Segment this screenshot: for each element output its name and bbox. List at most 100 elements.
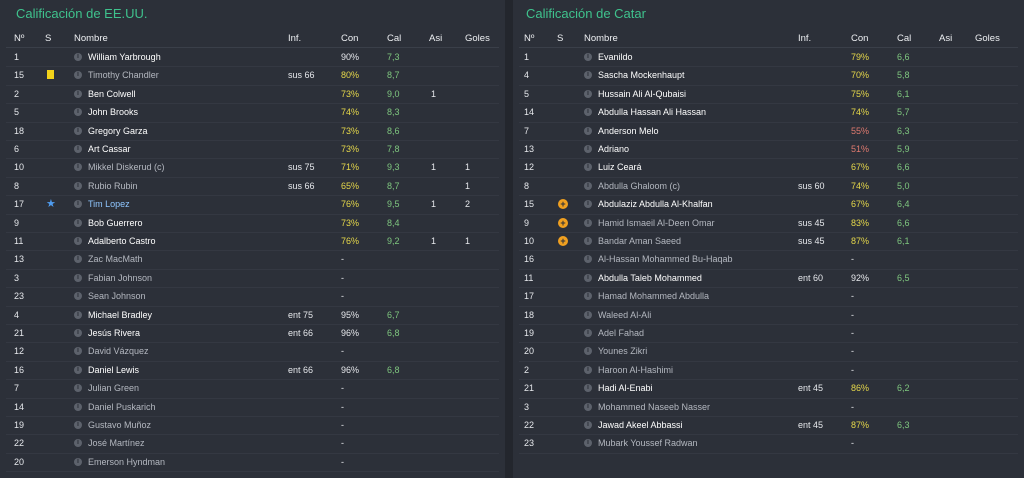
table-row[interactable]: 23 i Mubark Youssef Radwan - xyxy=(519,434,1018,454)
player-name[interactable]: Emerson Hyndman xyxy=(88,456,166,467)
player-name[interactable]: Luiz Ceará xyxy=(598,162,642,173)
table-row[interactable]: 21 i Hadi Al-Enabi ent 45 86% 6,2 xyxy=(519,379,1018,399)
player-name[interactable]: Bandar Aman Saeed xyxy=(598,236,682,246)
table-row[interactable]: 3 i Mohammed Naseeb Nasser - xyxy=(519,398,1018,417)
info-icon[interactable]: i xyxy=(584,53,592,61)
info-icon[interactable]: i xyxy=(74,310,82,319)
table-row[interactable]: 19 i Gustavo Muñoz - xyxy=(6,416,499,436)
player-name[interactable]: Bob Guerrero xyxy=(88,217,143,228)
player-name[interactable]: Adel Fahad xyxy=(598,328,645,338)
player-name[interactable]: Mohammed Naseeb Nasser xyxy=(598,401,711,412)
player-name[interactable]: Anderson Melo xyxy=(598,125,659,136)
col-header-asi[interactable]: Asi xyxy=(939,33,953,44)
player-name[interactable]: Hussain Ali Al-Qubaisi xyxy=(598,88,687,99)
info-icon[interactable]: i xyxy=(74,108,82,117)
info-icon[interactable]: i xyxy=(584,439,592,448)
player-name[interactable]: William Yarbrough xyxy=(88,52,161,62)
info-icon[interactable]: i xyxy=(584,310,592,319)
info-icon[interactable]: i xyxy=(584,421,592,429)
table-row[interactable]: 2 i Haroon Al-Hashimi - xyxy=(519,361,1018,381)
player-name[interactable]: Abdulaziz Abdulla Al-Khalfan xyxy=(598,199,713,210)
info-icon[interactable]: i xyxy=(584,108,592,117)
table-row[interactable]: 12 i Luiz Ceará 67% 6,6 xyxy=(519,158,1018,178)
player-name[interactable]: Fabian Johnson xyxy=(88,272,153,283)
player-name[interactable]: Gregory Garza xyxy=(88,125,148,136)
info-icon[interactable]: i xyxy=(584,89,592,98)
table-row[interactable]: 22 i Jawad Akeel Abbassi ent 45 87% 6,3 xyxy=(519,416,1018,436)
info-icon[interactable]: i xyxy=(74,384,82,393)
col-header-cal[interactable]: Cal xyxy=(897,33,912,44)
col-header-asi[interactable]: Asi xyxy=(429,33,443,44)
player-name[interactable]: Hamid Ismaeil Al-Deen Omar xyxy=(598,217,715,228)
player-name[interactable]: Rubio Rubin xyxy=(88,180,138,191)
info-icon[interactable]: i xyxy=(74,71,82,80)
table-row[interactable]: 18 i Waleed Al-Ali - xyxy=(519,306,1018,325)
player-name[interactable]: John Brooks xyxy=(88,107,139,118)
player-name[interactable]: Abdulla Taleb Mohammed xyxy=(598,272,702,283)
info-icon[interactable]: i xyxy=(74,53,82,61)
table-row[interactable]: 11 i Adalberto Castro 76% 9,2 1 1 xyxy=(6,232,499,252)
info-icon[interactable]: i xyxy=(74,89,82,98)
col-header-status[interactable]: S xyxy=(557,33,564,44)
col-header-number[interactable]: Nº xyxy=(524,33,535,44)
player-name[interactable]: Waleed Al-Ali xyxy=(598,309,652,320)
player-name[interactable]: Al-Hassan Mohammed Bu-Haqab xyxy=(598,254,733,265)
info-icon[interactable]: i xyxy=(74,457,82,466)
info-icon[interactable]: i xyxy=(74,181,82,190)
info-icon[interactable]: i xyxy=(584,218,592,227)
player-name[interactable]: Gustavo Muñoz xyxy=(88,420,152,430)
player-name[interactable]: Art Cassar xyxy=(88,144,131,154)
player-name[interactable]: Sean Johnson xyxy=(88,291,146,302)
info-icon[interactable]: i xyxy=(74,292,82,301)
player-name[interactable]: Abdulla Hassan Ali Hassan xyxy=(598,107,707,118)
table-row[interactable]: 19 i Adel Fahad - xyxy=(519,324,1018,344)
player-name[interactable]: Adalberto Castro xyxy=(88,236,156,246)
table-row[interactable]: 8 i Abdulla Ghaloom (c) sus 60 74% 5,0 xyxy=(519,177,1018,197)
info-icon[interactable]: i xyxy=(74,145,82,153)
col-header-name[interactable]: Nombre xyxy=(74,33,108,44)
info-icon[interactable]: i xyxy=(74,218,82,227)
col-header-con[interactable]: Con xyxy=(851,33,869,44)
table-row[interactable]: 20 i Emerson Hyndman - xyxy=(6,453,499,473)
table-row[interactable]: 7 i Julian Green - xyxy=(6,379,499,399)
table-row[interactable]: 4 i Sascha Mockenhaupt 70% 5,8 xyxy=(519,66,1018,86)
player-name[interactable]: David Vázquez xyxy=(88,346,149,357)
info-icon[interactable]: i xyxy=(584,200,592,209)
table-row[interactable]: 6 i Art Cassar 73% 7,8 xyxy=(6,140,499,160)
table-row[interactable]: 21 i Jesús Rivera ent 66 96% 6,8 xyxy=(6,324,499,344)
info-icon[interactable]: i xyxy=(584,181,592,190)
player-name[interactable]: José Martínez xyxy=(88,438,145,449)
player-name[interactable]: Julian Green xyxy=(88,383,140,394)
info-icon[interactable]: i xyxy=(584,255,592,264)
player-name[interactable]: Michael Bradley xyxy=(88,309,153,320)
info-icon[interactable]: i xyxy=(584,292,592,301)
table-row[interactable]: 12 i David Vázquez - xyxy=(6,342,499,362)
table-row[interactable]: 11 i Abdulla Taleb Mohammed ent 60 92% 6,5 xyxy=(519,269,1018,289)
col-header-inf[interactable]: Inf. xyxy=(798,33,812,44)
info-icon[interactable]: i xyxy=(584,347,592,356)
table-row[interactable]: 7 i Anderson Melo 55% 6,3 xyxy=(519,122,1018,141)
table-row[interactable]: 22 i José Martínez - xyxy=(6,434,499,454)
table-row[interactable]: 13 i Zac MacMath - xyxy=(6,250,499,270)
info-icon[interactable]: i xyxy=(584,237,592,245)
info-icon[interactable]: i xyxy=(74,402,82,411)
table-row[interactable]: 13 i Adriano 51% 5,9 xyxy=(519,140,1018,160)
info-icon[interactable]: i xyxy=(584,126,592,135)
info-icon[interactable]: i xyxy=(584,384,592,393)
player-name[interactable]: Adriano xyxy=(598,144,630,154)
info-icon[interactable]: i xyxy=(584,329,592,337)
col-header-number[interactable]: Nº xyxy=(14,33,25,44)
player-name[interactable]: Tim Lopez xyxy=(88,199,130,210)
table-row[interactable]: 4 i Michael Bradley ent 75 95% 6,7 xyxy=(6,306,499,325)
table-row[interactable]: 16 i Daniel Lewis ent 66 96% 6,8 xyxy=(6,361,499,381)
table-row[interactable]: 8 i Rubio Rubin sus 66 65% 8,7 1 xyxy=(6,177,499,197)
player-name[interactable]: Sascha Mockenhaupt xyxy=(598,70,685,81)
info-icon[interactable]: i xyxy=(74,347,82,356)
col-header-name[interactable]: Nombre xyxy=(584,33,618,44)
player-name[interactable]: Mubark Youssef Radwan xyxy=(598,438,698,449)
info-icon[interactable]: i xyxy=(74,200,82,209)
player-name[interactable]: Haroon Al-Hashimi xyxy=(598,364,674,375)
player-name[interactable]: Hamad Mohammed Abdulla xyxy=(598,291,710,302)
player-name[interactable]: Daniel Lewis xyxy=(88,364,140,375)
info-icon[interactable]: i xyxy=(584,71,592,80)
